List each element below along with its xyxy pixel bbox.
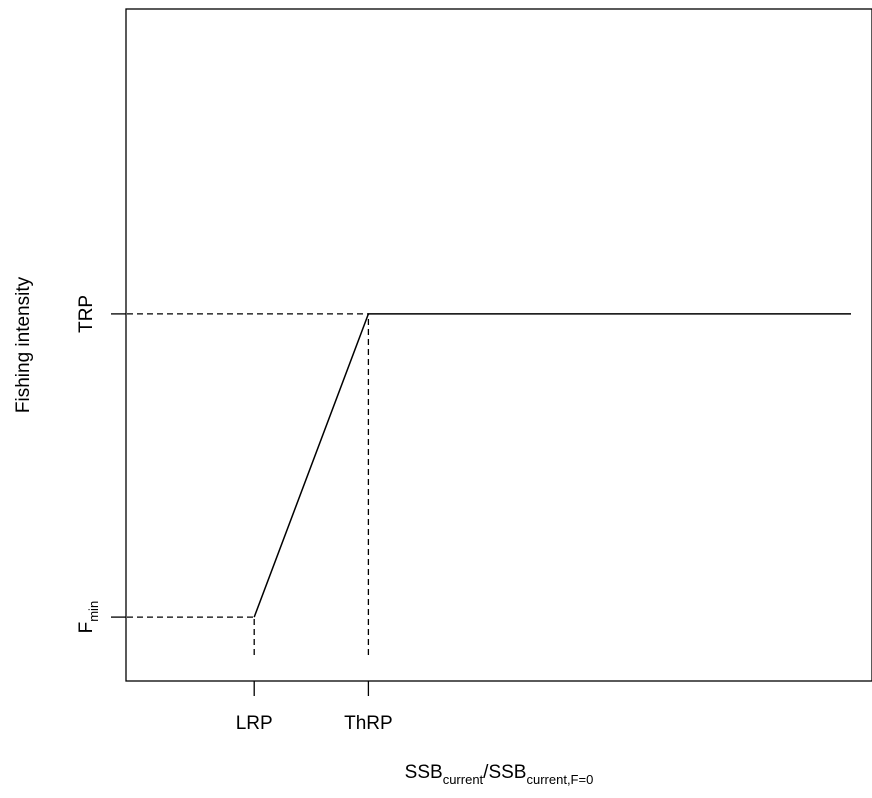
x-tick-label-thrp: ThRP <box>344 713 393 734</box>
control-rule-line-1 <box>253 313 851 618</box>
x-axis-ticks: LRP ThRP <box>236 681 393 734</box>
x-tick-label-lrp: LRP <box>236 713 273 734</box>
series-lines <box>253 313 851 618</box>
y-axis-title: Fishing intensity <box>13 276 34 413</box>
x-axis-title: SSBcurrent/SSBcurrent,F=0 <box>405 762 594 787</box>
y-axis-ticks: Fmin TRP <box>76 295 126 633</box>
y-tick-label-trp: TRP <box>76 295 97 333</box>
y-tick-label-f-min: Fmin <box>76 601 101 634</box>
reference-lines <box>127 313 370 655</box>
plot-frame <box>125 8 872 682</box>
